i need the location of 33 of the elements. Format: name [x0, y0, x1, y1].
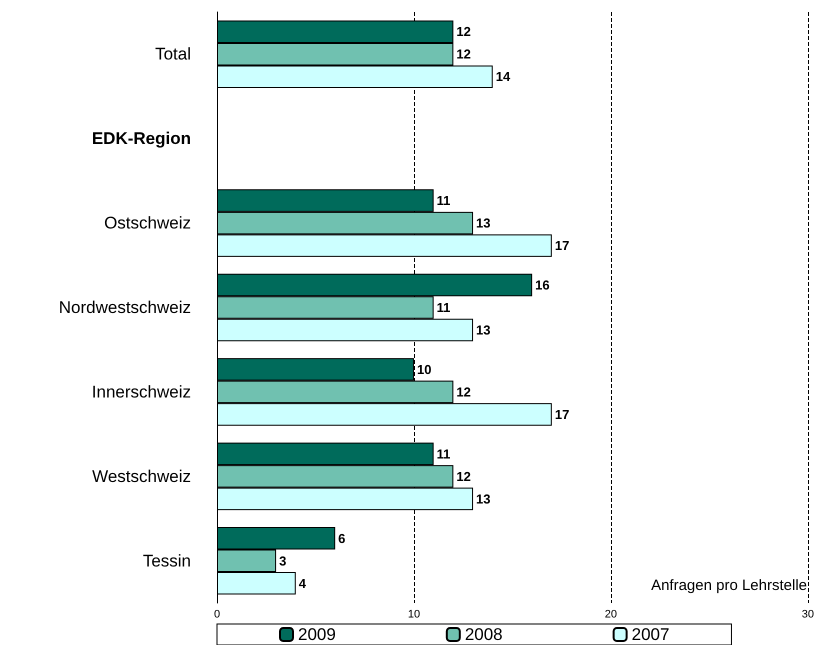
legend-label: 2009 [298, 625, 336, 644]
data-label: 13 [476, 322, 491, 338]
data-label: 14 [496, 69, 511, 84]
annotation: Anfragen pro Lehrstelle [651, 577, 808, 594]
legend-label: 2007 [632, 625, 670, 644]
y-tick-label: Innerschweiz [92, 382, 191, 402]
y-tick-label: Tessin [142, 551, 191, 570]
x-tick-label: 0 [214, 608, 220, 620]
data-label: 10 [416, 362, 432, 377]
y-tick-label: Total [155, 44, 191, 64]
data-label: 12 [456, 24, 471, 40]
y-tick-label: Nordwestschweiz [58, 298, 191, 317]
y-tick-label: Westschweiz [92, 466, 191, 486]
legend-label: 2008 [464, 625, 503, 644]
data-label: 3 [279, 553, 286, 568]
data-label: 13 [476, 216, 491, 231]
data-label: 16 [535, 277, 550, 292]
data-label: 11 [436, 300, 450, 315]
x-tick-label: 10 [408, 608, 420, 620]
data-label: 17 [554, 406, 570, 422]
data-label: 4 [298, 576, 307, 591]
data-label: 12 [456, 384, 471, 400]
data-label: 6 [338, 530, 346, 546]
data-label: 11 [436, 193, 450, 208]
x-tick-label: 20 [604, 608, 618, 620]
data-label: 17 [554, 238, 570, 254]
y-tick-label: EDK-Region [92, 129, 191, 148]
y-tick-label: Ostschweiz [104, 214, 191, 233]
data-label: 11 [436, 446, 450, 462]
data-label: 13 [476, 491, 491, 506]
data-label: 12 [456, 468, 471, 484]
data-label: 12 [456, 46, 471, 62]
x-tick-label: 30 [802, 608, 814, 620]
